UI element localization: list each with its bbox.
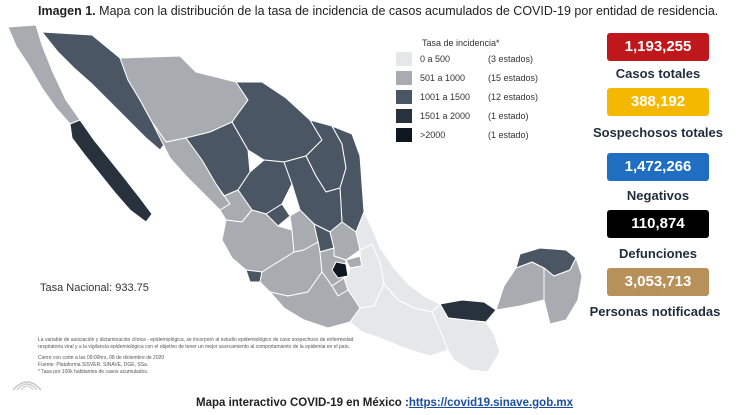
state-baja-california-sur[interactable] <box>69 119 153 223</box>
legend-count: (3 estados) <box>488 54 534 64</box>
figure-label: Imagen 1. <box>38 4 96 18</box>
stat-sospechosos-label: Sospechosos totales <box>592 125 724 140</box>
legend-swatch <box>396 90 412 104</box>
tasa-nacional: Tasa Nacional: 933.75 <box>40 282 149 294</box>
stat-sospechosos-value: 388,192 <box>607 88 709 116</box>
footnote-cutoff: Cierre con corte a las 09:00hrs, 08 de d… <box>38 355 165 361</box>
legend-row: 501 a 1000 (15 estados) <box>396 71 571 87</box>
legend-range: >2000 <box>420 130 446 140</box>
figure-caption: Mapa con la distribución de la tasa de i… <box>99 4 719 18</box>
legend-count: (1 estado) <box>488 111 529 121</box>
stat-defunciones-value: 110,874 <box>607 210 709 238</box>
footnote-methodology: La variable de asociación y dictaminació… <box>38 337 354 350</box>
footnote-rate: * Tasa por 100k habitantes de casos acum… <box>38 369 149 375</box>
stat-negativos-value: 1,472,266 <box>607 153 709 181</box>
stat-personas-value: 3,053,713 <box>607 268 709 296</box>
state-chiapas[interactable] <box>431 303 501 373</box>
stat-casos-totales-value: 1,193,255 <box>607 33 709 61</box>
legend-range: 1001 a 1500 <box>420 92 471 102</box>
figure-title: Imagen 1. Mapa con la distribución de la… <box>38 4 738 18</box>
stat-negativos-label: Negativos <box>626 188 690 203</box>
stat-defunciones-label: Defunciones <box>618 246 697 261</box>
footer: Mapa interactivo COVID-19 en México :htt… <box>196 397 573 409</box>
state-guerrero[interactable] <box>269 271 361 329</box>
legend-swatch <box>396 109 412 123</box>
mexico-map <box>0 18 600 398</box>
legend-row: 1001 a 1500 (12 estados) <box>396 90 571 106</box>
legend-range: 0 a 500 <box>420 54 451 64</box>
legend-count: (1 estado) <box>488 130 529 140</box>
legend-swatch <box>396 128 412 142</box>
legend-row: >2000 (1 estado) <box>396 128 571 144</box>
stat-personas-label: Personas notificadas <box>589 304 721 319</box>
legend-count: (15 estados) <box>488 73 539 83</box>
legend-row: 0 a 500 (3 estados) <box>396 52 571 68</box>
state-colima[interactable] <box>245 269 263 283</box>
state-quintana-roo[interactable] <box>543 257 583 325</box>
mexico-map-svg <box>7 24 583 373</box>
legend-title: Tasa de incidencia* <box>422 38 500 48</box>
state-campeche[interactable] <box>495 261 545 311</box>
footnotes: La variable de asociación y dictaminació… <box>38 337 358 376</box>
legend-range: 501 a 1000 <box>420 73 466 83</box>
stat-casos-totales-label: Casos totales <box>615 66 701 81</box>
sinave-link[interactable]: https://covid19.sinave.gob.mx <box>408 397 574 409</box>
government-logo-icon <box>12 381 42 391</box>
footnote-source: Fuente: Plataforma SISVER, SINAVE, DGE, … <box>38 362 149 368</box>
legend-range: 1501 a 2000 <box>420 111 471 121</box>
footer-text: Mapa interactivo COVID-19 en México : <box>196 397 409 409</box>
legend-swatch <box>396 71 412 85</box>
legend-swatch <box>396 52 412 66</box>
state-cdmx[interactable] <box>331 261 349 279</box>
legend-count: (12 estados) <box>488 92 539 102</box>
legend-row: 1501 a 2000 (1 estado) <box>396 109 571 125</box>
